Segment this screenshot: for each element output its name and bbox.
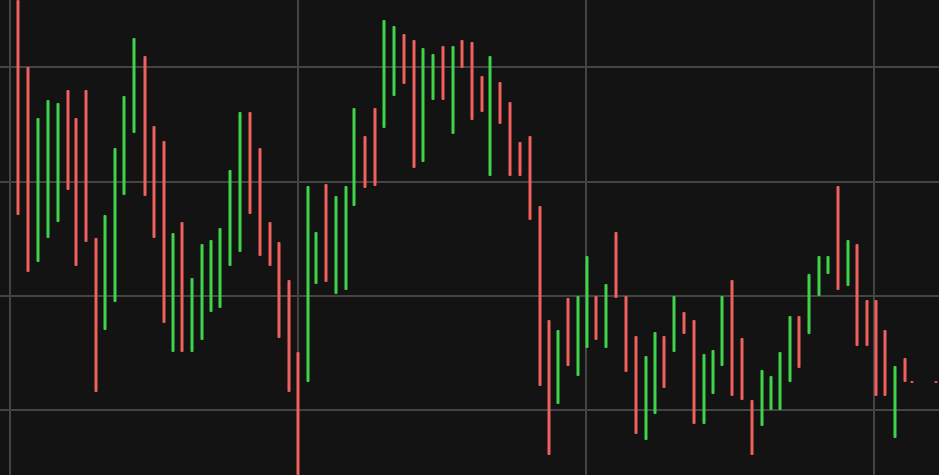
price-bar: [84, 90, 88, 242]
price-bar: [778, 352, 782, 410]
price-bar: [604, 284, 608, 348]
price-bar: [171, 233, 175, 352]
price-bar: [363, 136, 367, 188]
price-bar: [132, 38, 136, 133]
price-bar: [740, 338, 744, 400]
price-bar: [893, 366, 897, 438]
price-bar: [692, 320, 696, 424]
price-bar: [16, 0, 20, 215]
price-bar: [306, 186, 310, 382]
price-bar: [730, 280, 734, 396]
price-bar: [556, 330, 560, 404]
price-bar: [836, 186, 840, 290]
price-bar: [672, 296, 676, 352]
price-bar: [760, 370, 764, 426]
price-bar: [228, 170, 232, 266]
price-bar: [451, 46, 455, 134]
price-bar: [209, 240, 213, 312]
price-bar: [846, 240, 850, 286]
price-bar: [277, 242, 281, 338]
price-bar: [324, 184, 328, 282]
price-bar: [750, 400, 754, 455]
price-bar: [373, 108, 377, 186]
price-bar: [441, 46, 445, 100]
price-bar: [460, 40, 464, 68]
price-bar: [352, 108, 356, 206]
price-bar: [218, 228, 222, 308]
price-bar: [56, 103, 60, 222]
price-bar: [702, 354, 706, 424]
price-bar: [769, 376, 773, 410]
price-bar: [883, 330, 887, 396]
price-bar: [817, 256, 821, 296]
price-bar: [508, 102, 512, 176]
price-bar: [36, 118, 40, 262]
price-bar: [594, 296, 598, 340]
price-bar: [488, 56, 492, 176]
price-bar: [143, 56, 147, 196]
price-bar: [180, 222, 184, 352]
price-bar: [26, 67, 30, 272]
price-bar: [334, 196, 338, 294]
price-bar: [498, 82, 502, 124]
price-bar: [382, 20, 386, 128]
price-bar: [268, 222, 272, 266]
price-bar: [910, 381, 914, 383]
price-bar: [421, 48, 425, 162]
price-bar: [46, 100, 50, 238]
price-bar: [653, 332, 657, 414]
price-bar: [287, 280, 291, 392]
price-bar: [720, 296, 724, 366]
price-bar: [392, 26, 396, 96]
price-bar: [480, 76, 484, 112]
price-bar: [865, 300, 869, 346]
price-bar: [103, 215, 107, 330]
price-bar: [200, 244, 204, 340]
price-bar: [296, 352, 300, 475]
price-bar: [412, 40, 416, 168]
price-bar: [113, 148, 117, 302]
price-bar: [190, 278, 194, 352]
price-bar: [662, 336, 666, 388]
price-bar: [162, 141, 166, 323]
price-bar: [624, 296, 628, 372]
price-bar: [711, 350, 715, 394]
price-bar: [788, 316, 792, 382]
price-bar: [94, 238, 98, 392]
price-bar: [634, 336, 638, 434]
price-bar: [807, 274, 811, 334]
price-bar: [66, 90, 70, 190]
price-bar: [566, 298, 570, 366]
price-bar: [152, 126, 156, 238]
price-bar: [797, 316, 801, 368]
price-bar: [903, 358, 907, 382]
price-bar: [238, 112, 242, 252]
price-bar: [826, 256, 830, 274]
price-bar: [314, 232, 318, 284]
price-bar: [248, 112, 252, 214]
price-bar: [258, 148, 262, 256]
price-bar: [518, 142, 522, 176]
price-bar: [402, 34, 406, 84]
price-bar: [644, 356, 648, 440]
price-bar: [585, 256, 589, 348]
price-bar: [431, 54, 435, 100]
price-bar: [344, 186, 348, 290]
price-bar: [538, 206, 542, 386]
price-bar: [682, 312, 686, 334]
price-bar: [470, 42, 474, 120]
price-bar: [934, 381, 938, 383]
price-bar: [528, 136, 532, 220]
price-bar: [874, 300, 878, 396]
price-bar: [74, 118, 78, 266]
price-bar: [547, 320, 551, 455]
price-bar: [614, 232, 618, 298]
price-bar: [122, 96, 126, 195]
price-bar: [855, 244, 859, 346]
price-bar: [576, 296, 580, 376]
